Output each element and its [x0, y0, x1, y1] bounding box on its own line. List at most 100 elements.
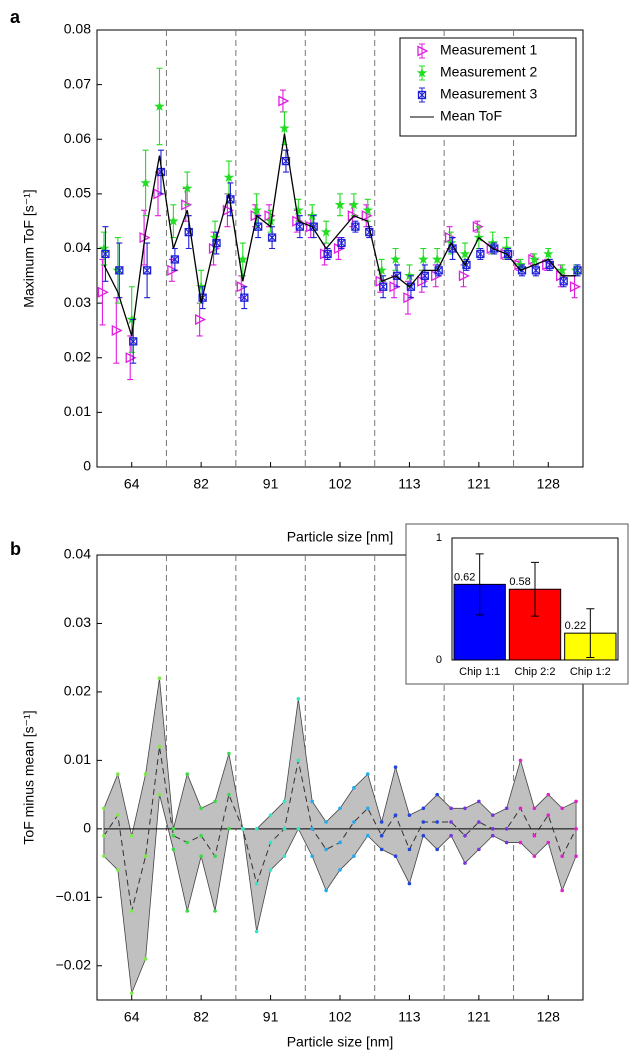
marker — [556, 264, 568, 275]
x-axis-label: Particle size [nm] — [287, 529, 394, 545]
marker-shape — [531, 266, 541, 275]
marker — [115, 266, 124, 275]
marker-shape — [182, 182, 193, 193]
y-tick-label: 0.01 — [64, 403, 91, 419]
deviation-point — [213, 799, 217, 804]
marker-shape — [417, 45, 429, 57]
deviation-point — [365, 806, 370, 811]
deviation-point — [254, 881, 259, 886]
marker-shape — [278, 95, 290, 107]
marker — [237, 253, 248, 264]
deviation-point — [199, 833, 203, 838]
marker-shape — [556, 264, 568, 275]
marker-shape — [223, 172, 235, 182]
marker — [251, 204, 262, 215]
x-tick-label: Chip 1:1 — [459, 666, 500, 678]
marker — [416, 67, 428, 78]
deviation-point — [129, 991, 134, 995]
deviation-point — [143, 772, 148, 776]
marker — [390, 253, 401, 264]
deviation-point — [116, 813, 120, 817]
deviation-point — [157, 676, 162, 681]
marker — [320, 226, 332, 237]
marker-shape — [365, 228, 374, 237]
marker-shape — [418, 253, 429, 264]
deviation-point — [352, 785, 356, 790]
legend-box — [399, 37, 577, 137]
marker-shape — [125, 352, 137, 364]
deviation-point — [393, 854, 398, 859]
marker-shape — [389, 281, 401, 293]
deviation-point — [560, 806, 564, 811]
x-tick-label: 64 — [124, 1009, 140, 1025]
marker-shape — [143, 266, 151, 275]
marker — [295, 222, 304, 231]
marker — [362, 204, 373, 215]
marker — [459, 248, 471, 259]
marker — [153, 188, 165, 200]
marker — [140, 177, 151, 188]
marker — [444, 232, 457, 244]
marker-shape — [309, 222, 318, 231]
deviation-point — [435, 847, 440, 852]
deviation-point — [102, 854, 106, 859]
y-tick-label: 0.07 — [64, 75, 91, 91]
marker-shape — [351, 222, 360, 231]
marker — [129, 337, 138, 346]
marker-shape — [432, 253, 443, 264]
marker-shape — [170, 255, 180, 264]
marker — [569, 281, 582, 293]
y-tick-label: 0 — [83, 458, 91, 474]
deviation-point — [574, 827, 578, 831]
deviation-point — [310, 799, 315, 804]
marker — [168, 215, 179, 226]
deviation-point — [435, 820, 440, 824]
mean-line — [103, 133, 577, 337]
deviation-point — [463, 806, 467, 811]
marker-shape — [517, 266, 527, 275]
marker — [278, 95, 290, 107]
marker-shape — [265, 215, 276, 226]
deviation-point — [185, 772, 190, 776]
deviation-point — [421, 833, 426, 838]
marker — [223, 172, 235, 182]
x-tick-label: 102 — [328, 1009, 352, 1025]
marker-shape — [157, 168, 165, 176]
deviation-point — [518, 758, 523, 763]
y-tick-label: 0.02 — [64, 683, 91, 699]
deviation-point — [129, 909, 134, 913]
deviation-point — [199, 806, 203, 811]
marker-shape — [459, 248, 471, 259]
deviation-point — [407, 881, 412, 886]
error-bar — [475, 553, 484, 616]
marker-shape — [101, 249, 110, 259]
deviation-point — [407, 847, 412, 852]
x-tick-label: 82 — [193, 476, 209, 492]
deviation-point — [227, 827, 231, 831]
legend-errorbar — [419, 43, 425, 59]
marker — [347, 210, 359, 222]
marker-shape — [406, 282, 416, 291]
marker — [406, 282, 416, 291]
marker-shape — [337, 238, 346, 248]
marker-shape — [129, 337, 138, 346]
deviation-point — [365, 833, 370, 838]
deviation-point — [324, 847, 328, 852]
marker — [125, 352, 137, 364]
legend-label: Mean ToF — [440, 108, 502, 124]
deviation-point — [171, 847, 176, 852]
marker — [379, 282, 388, 291]
marker — [417, 45, 429, 57]
marker-shape — [472, 221, 484, 233]
marker-shape — [543, 248, 554, 259]
marker-shape — [490, 244, 499, 253]
marker — [420, 271, 429, 280]
deviation-point — [560, 888, 564, 893]
bar-value-label: 0.22 — [565, 620, 586, 632]
marker — [376, 264, 387, 275]
marker — [98, 243, 110, 253]
marker — [279, 122, 290, 133]
y-tick-label: 0 — [436, 654, 442, 666]
marker-shape — [264, 210, 276, 222]
deviation-point — [268, 868, 273, 872]
